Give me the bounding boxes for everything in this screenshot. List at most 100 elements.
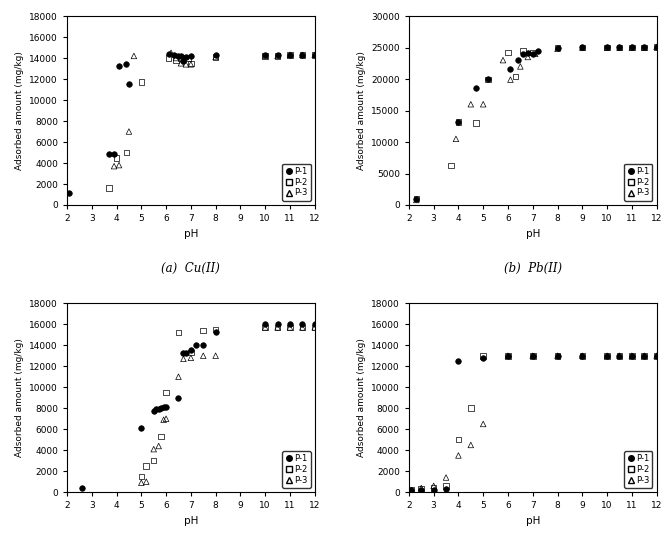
- P-3: [416, 484, 427, 492]
- P-3: [602, 43, 612, 52]
- P-3: [614, 43, 625, 52]
- P-3: [406, 486, 417, 494]
- P-2: [626, 351, 637, 360]
- P-3: [451, 135, 462, 143]
- P-2: [502, 351, 513, 360]
- P-3: [297, 51, 308, 59]
- P-1: [577, 43, 588, 51]
- P-1: [168, 51, 179, 59]
- P-3: [552, 351, 563, 360]
- P-3: [297, 323, 308, 332]
- P-2: [272, 323, 283, 332]
- P-1: [602, 351, 612, 360]
- Legend: P-1, P-2, P-3: P-1, P-2, P-3: [282, 451, 311, 488]
- P-2: [510, 72, 521, 81]
- P-1: [260, 51, 271, 59]
- P-1: [285, 51, 295, 59]
- P-1: [483, 75, 494, 83]
- P-2: [186, 348, 196, 357]
- P-1: [180, 53, 191, 62]
- P-3: [453, 451, 464, 460]
- P-1: [178, 348, 189, 357]
- P-3: [114, 161, 125, 170]
- P-3: [466, 100, 476, 109]
- P-1: [156, 404, 167, 412]
- P-1: [310, 51, 320, 59]
- P-3: [577, 43, 588, 52]
- P-2: [639, 43, 650, 52]
- P-2: [411, 194, 421, 203]
- P-2: [470, 119, 481, 127]
- P-1: [148, 407, 159, 416]
- P-1: [151, 405, 161, 414]
- P-3: [626, 43, 637, 52]
- P-2: [478, 351, 488, 360]
- P-1: [441, 485, 452, 493]
- P-2: [406, 486, 417, 494]
- P-1: [210, 327, 221, 336]
- P-1: [428, 486, 439, 494]
- Y-axis label: Adsorbed amount (mg/kg): Adsorbed amount (mg/kg): [356, 338, 366, 457]
- P-1: [114, 62, 125, 71]
- P-1: [64, 189, 75, 198]
- P-1: [453, 357, 464, 365]
- P-2: [186, 59, 196, 67]
- P-3: [180, 60, 191, 68]
- P-3: [161, 415, 172, 423]
- P-1: [163, 50, 174, 58]
- P-3: [123, 127, 134, 136]
- P-2: [210, 53, 221, 62]
- P-1: [502, 351, 513, 360]
- P-2: [141, 462, 151, 470]
- P-3: [165, 49, 176, 57]
- P-2: [173, 328, 184, 337]
- P-2: [198, 326, 208, 335]
- P-1: [416, 486, 427, 494]
- P-1: [272, 320, 283, 328]
- P-3: [173, 372, 184, 381]
- P-3: [210, 53, 221, 62]
- P-2: [285, 51, 295, 59]
- P-1: [161, 403, 172, 411]
- P-1: [153, 405, 164, 414]
- P-3: [411, 196, 421, 204]
- P-1: [651, 351, 662, 360]
- P-2: [639, 351, 650, 360]
- P-2: [483, 75, 494, 84]
- P-2: [428, 484, 439, 492]
- P-2: [163, 54, 174, 62]
- P-1: [513, 56, 523, 64]
- P-1: [76, 484, 87, 492]
- P-2: [527, 48, 538, 57]
- P-1: [297, 320, 308, 328]
- Legend: P-1, P-2, P-3: P-1, P-2, P-3: [624, 164, 653, 201]
- P-3: [626, 351, 637, 360]
- P-2: [602, 351, 612, 360]
- P-3: [285, 51, 295, 59]
- P-2: [651, 43, 662, 51]
- P-1: [614, 351, 625, 360]
- P-1: [104, 149, 115, 158]
- P-1: [411, 195, 421, 204]
- P-1: [626, 351, 637, 360]
- P-2: [297, 51, 308, 59]
- P-1: [533, 47, 543, 55]
- P-3: [515, 62, 526, 71]
- P-1: [136, 424, 147, 432]
- P-3: [272, 323, 283, 332]
- Y-axis label: Adsorbed amount (mg/kg): Adsorbed amount (mg/kg): [15, 51, 23, 170]
- P-1: [180, 348, 191, 357]
- P-2: [552, 351, 563, 360]
- P-3: [141, 477, 151, 486]
- P-2: [441, 482, 452, 490]
- P-1: [109, 149, 119, 158]
- Y-axis label: Adsorbed amount (mg/kg): Adsorbed amount (mg/kg): [356, 51, 366, 170]
- P-3: [260, 323, 271, 332]
- P-1: [453, 118, 464, 126]
- P-2: [466, 404, 476, 412]
- P-1: [523, 48, 533, 57]
- P-1: [210, 51, 221, 59]
- P-3: [153, 442, 164, 450]
- P-1: [297, 51, 308, 59]
- Text: (a)  Cu(II): (a) Cu(II): [161, 262, 220, 274]
